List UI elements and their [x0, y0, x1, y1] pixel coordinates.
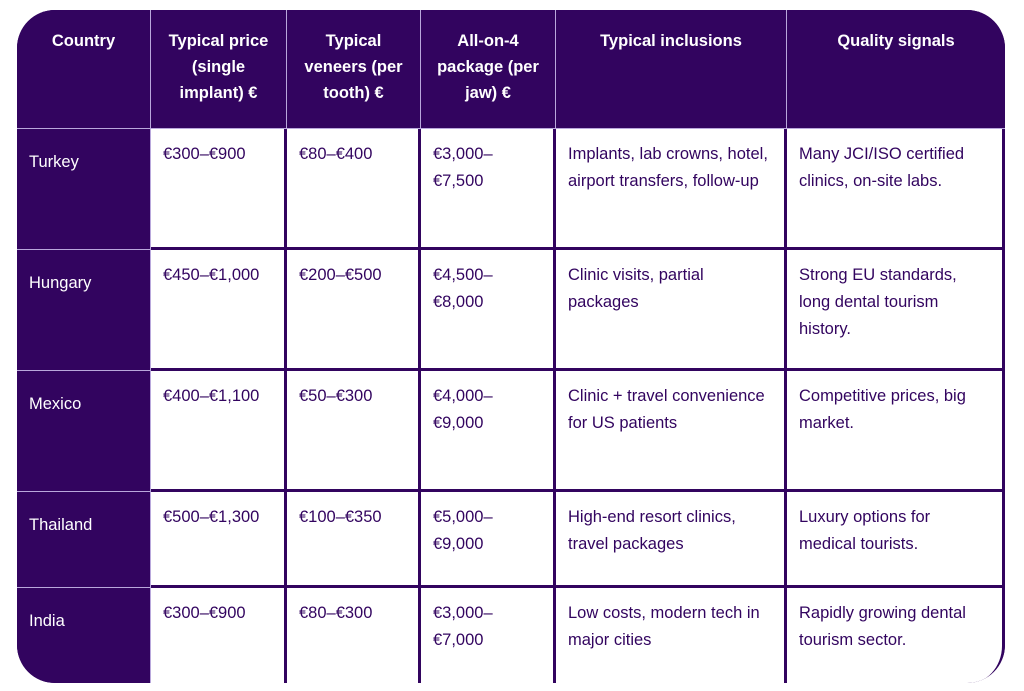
all-on-4-price-cell: €4,500–€8,000 [421, 250, 556, 371]
header-country: Country [17, 10, 151, 129]
dental-price-comparison-table: Country Typical price (single implant) €… [17, 10, 1005, 683]
quality-signals-cell: Rapidly growing dental tourism sector. [787, 588, 1005, 683]
country-cell: Thailand [17, 492, 151, 588]
country-cell: India [17, 588, 151, 683]
implant-price-cell: €400–€1,100 [151, 371, 287, 492]
table-row-hungary: Hungary €450–€1,000 €200–€500 €4,500–€8,… [17, 250, 1005, 371]
implant-price-cell: €300–€900 [151, 129, 287, 250]
all-on-4-price-cell: €3,000–€7,500 [421, 129, 556, 250]
implant-price-cell: €500–€1,300 [151, 492, 287, 588]
header-veneers-price: Typical veneers (per tooth) € [287, 10, 421, 129]
inclusions-cell: Low costs, modern tech in major cities [556, 588, 787, 683]
inclusions-cell: High-end resort clinics, travel packages [556, 492, 787, 588]
header-implant-price: Typical price (single implant) € [151, 10, 287, 129]
table-row-mexico: Mexico €400–€1,100 €50–€300 €4,000–€9,00… [17, 371, 1005, 492]
country-cell: Mexico [17, 371, 151, 492]
country-cell: Hungary [17, 250, 151, 371]
quality-signals-cell: Competitive prices, big market. [787, 371, 1005, 492]
veneers-price-cell: €100–€350 [287, 492, 421, 588]
table-row-turkey: Turkey €300–€900 €80–€400 €3,000–€7,500 … [17, 129, 1005, 250]
quality-signals-cell: Luxury options for medical tourists. [787, 492, 1005, 588]
quality-signals-cell: Many JCI/ISO certified clinics, on-site … [787, 129, 1005, 250]
veneers-price-cell: €200–€500 [287, 250, 421, 371]
all-on-4-price-cell: €5,000–€9,000 [421, 492, 556, 588]
implant-price-cell: €450–€1,000 [151, 250, 287, 371]
table-row-india: India €300–€900 €80–€300 €3,000–€7,000 L… [17, 588, 1005, 683]
table-row-thailand: Thailand €500–€1,300 €100–€350 €5,000–€9… [17, 492, 1005, 588]
implant-price-cell: €300–€900 [151, 588, 287, 683]
inclusions-cell: Clinic visits, partial packages [556, 250, 787, 371]
header-inclusions: Typical inclusions [556, 10, 787, 129]
header-quality-signals: Quality signals [787, 10, 1005, 129]
header-row: Country Typical price (single implant) €… [17, 10, 1005, 129]
inclusions-cell: Implants, lab crowns, hotel, airport tra… [556, 129, 787, 250]
country-cell: Turkey [17, 129, 151, 250]
all-on-4-price-cell: €3,000–€7,000 [421, 588, 556, 683]
veneers-price-cell: €80–€300 [287, 588, 421, 683]
veneers-price-cell: €50–€300 [287, 371, 421, 492]
all-on-4-price-cell: €4,000–€9,000 [421, 371, 556, 492]
header-all-on-4-price: All-on-4 package (per jaw) € [421, 10, 556, 129]
veneers-price-cell: €80–€400 [287, 129, 421, 250]
comparison-table: Country Typical price (single implant) €… [17, 10, 1005, 683]
quality-signals-cell: Strong EU standards, long dental tourism… [787, 250, 1005, 371]
inclusions-cell: Clinic + travel convenience for US patie… [556, 371, 787, 492]
